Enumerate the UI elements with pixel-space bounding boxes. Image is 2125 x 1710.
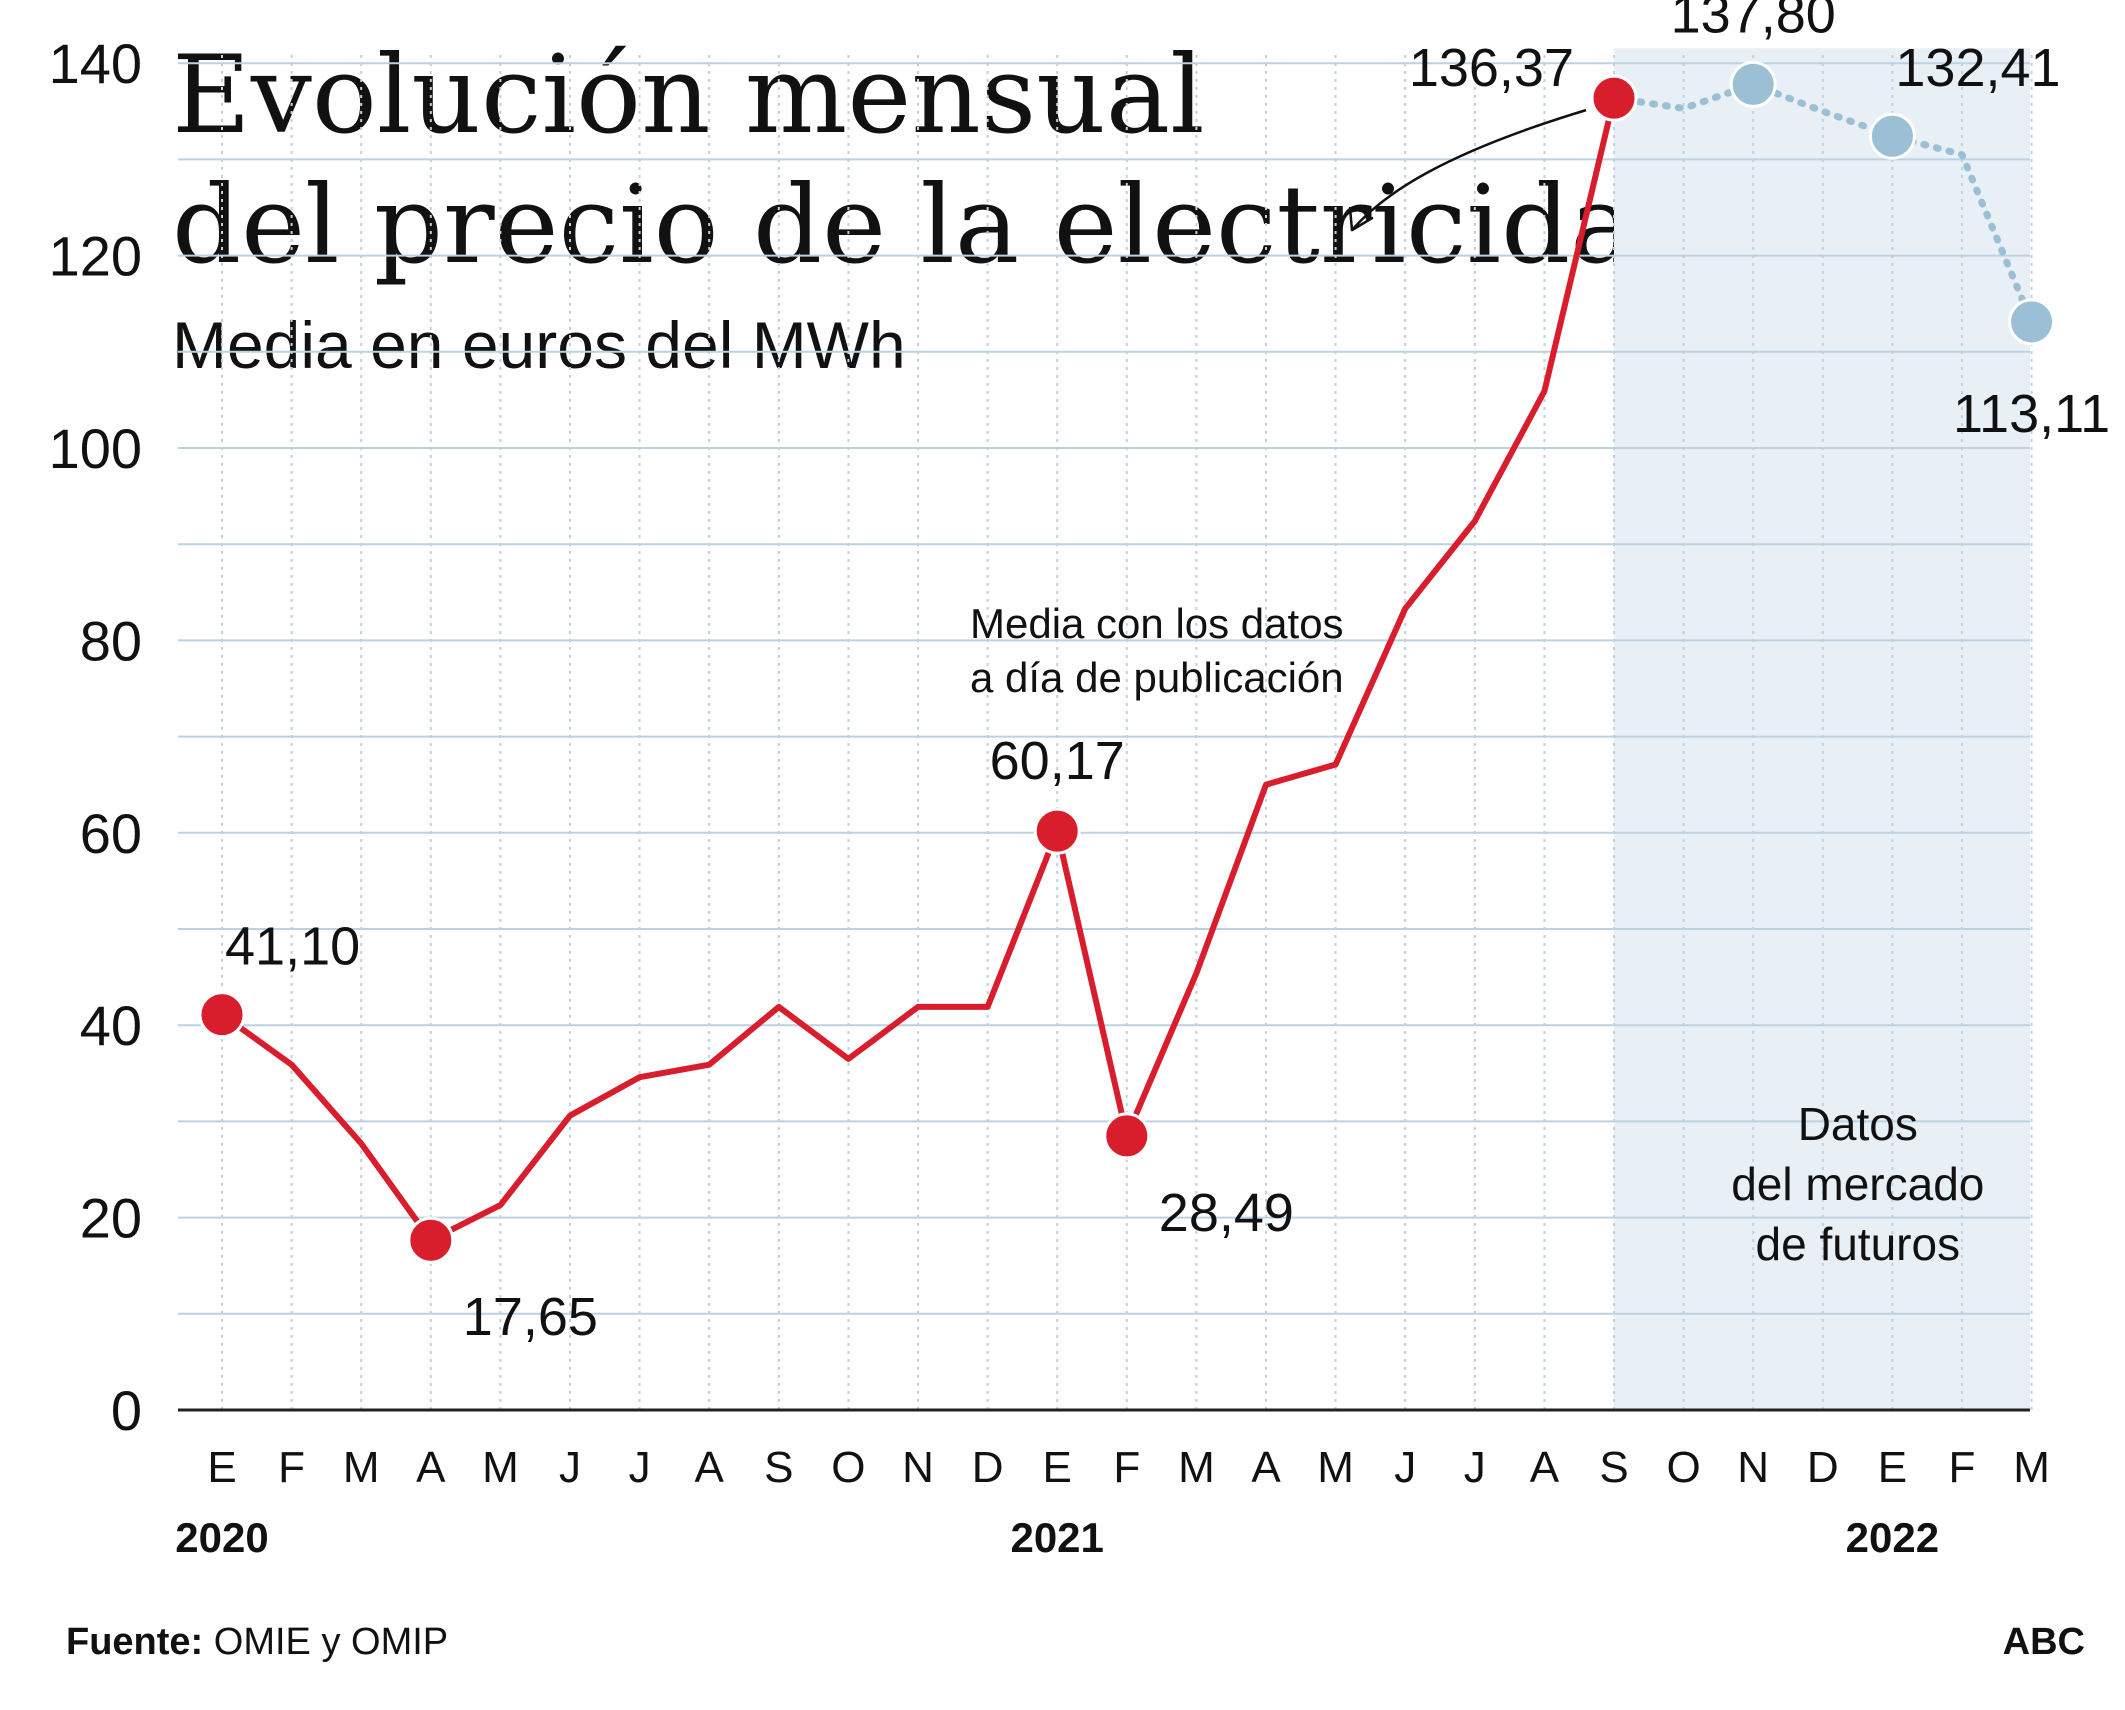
x-tick-label: A xyxy=(1251,1443,1281,1492)
data-label: 41,10 xyxy=(225,917,360,977)
futures-region-label: Datos xyxy=(1798,1098,1918,1150)
year-label: 2021 xyxy=(1010,1514,1103,1561)
y-tick-label: 80 xyxy=(80,609,142,672)
price-marker xyxy=(1033,807,1081,855)
source-label: Fuente: xyxy=(66,1621,203,1663)
x-tick-label: J xyxy=(1394,1443,1416,1492)
data-label: 137,80 xyxy=(1671,0,1836,44)
x-tick-label: J xyxy=(629,1443,651,1492)
x-tick-label: S xyxy=(764,1443,793,1492)
price-marker xyxy=(407,1216,455,1264)
x-tick-label: M xyxy=(2013,1443,2050,1492)
year-label: 2020 xyxy=(175,1514,268,1561)
x-tick-label: D xyxy=(972,1443,1004,1492)
y-tick-label: 100 xyxy=(49,417,142,480)
x-tick-label: A xyxy=(695,1443,725,1492)
x-tick-label: M xyxy=(1317,1443,1354,1492)
x-tick-label: M xyxy=(1178,1443,1215,1492)
x-tick-label: F xyxy=(1949,1443,1976,1492)
annotation-line-1: Media con los datos xyxy=(970,600,1344,647)
y-tick-label: 40 xyxy=(80,994,142,1057)
x-tick-label: A xyxy=(1530,1443,1560,1492)
price-marker xyxy=(198,991,246,1039)
source-text: OMIE y OMIP xyxy=(203,1621,448,1663)
data-label: 113,11 xyxy=(1953,384,2110,444)
futures-marker xyxy=(1729,60,1777,108)
x-tick-label: M xyxy=(343,1443,380,1492)
y-tick-label: 20 xyxy=(80,1187,142,1250)
x-tick-label: E xyxy=(1878,1443,1907,1492)
source-note: Fuente: OMIE y OMIP xyxy=(66,1621,448,1663)
brand-logo: ABC xyxy=(2003,1621,2085,1663)
y-tick-label: 140 xyxy=(49,32,142,95)
chart-title-line-1: Evolución mensual xyxy=(172,33,1205,158)
data-label: 132,41 xyxy=(1895,38,2060,98)
price-marker xyxy=(1103,1112,1151,1160)
x-tick-label: F xyxy=(1113,1443,1140,1492)
futures-marker xyxy=(2008,298,2056,346)
price-line xyxy=(219,95,1617,1244)
y-tick-label: 120 xyxy=(49,225,142,288)
annotation-line-2: a día de publicación xyxy=(970,654,1344,701)
futures-region-label: del mercado xyxy=(1731,1158,1984,1210)
annotation-arrowhead xyxy=(1348,206,1374,232)
data-label: 28,49 xyxy=(1159,1183,1294,1243)
chart-subtitle: Media en euros del MWh xyxy=(172,308,906,382)
x-tick-label: A xyxy=(416,1443,446,1492)
x-tick-label: O xyxy=(831,1443,865,1492)
y-tick-label: 60 xyxy=(80,802,142,865)
x-tick-label: F xyxy=(278,1443,305,1492)
chart-title-line-2: del precio de la electricidad xyxy=(172,163,1704,288)
data-label: 17,65 xyxy=(463,1287,598,1347)
price-marker xyxy=(1590,74,1638,122)
x-tick-label: D xyxy=(1807,1443,1839,1492)
futures-marker xyxy=(1868,112,1916,160)
futures-region-label: de futuros xyxy=(1756,1218,1961,1270)
year-label: 2022 xyxy=(1846,1514,1939,1561)
y-tick-label: 0 xyxy=(111,1379,142,1442)
data-label: 136,37 xyxy=(1409,38,1574,98)
annotation-arrow xyxy=(1351,108,1587,231)
futures-line xyxy=(1610,80,2036,326)
x-tick-label: E xyxy=(207,1443,236,1492)
x-tick-label: E xyxy=(1043,1443,1072,1492)
data-label: 60,17 xyxy=(990,731,1125,791)
x-tick-label: J xyxy=(559,1443,581,1492)
x-tick-label: S xyxy=(1599,1443,1628,1492)
x-tick-label: N xyxy=(1737,1443,1769,1492)
x-tick-label: N xyxy=(902,1443,934,1492)
x-tick-label: O xyxy=(1666,1443,1700,1492)
x-tick-label: J xyxy=(1464,1443,1486,1492)
x-tick-label: M xyxy=(482,1443,519,1492)
